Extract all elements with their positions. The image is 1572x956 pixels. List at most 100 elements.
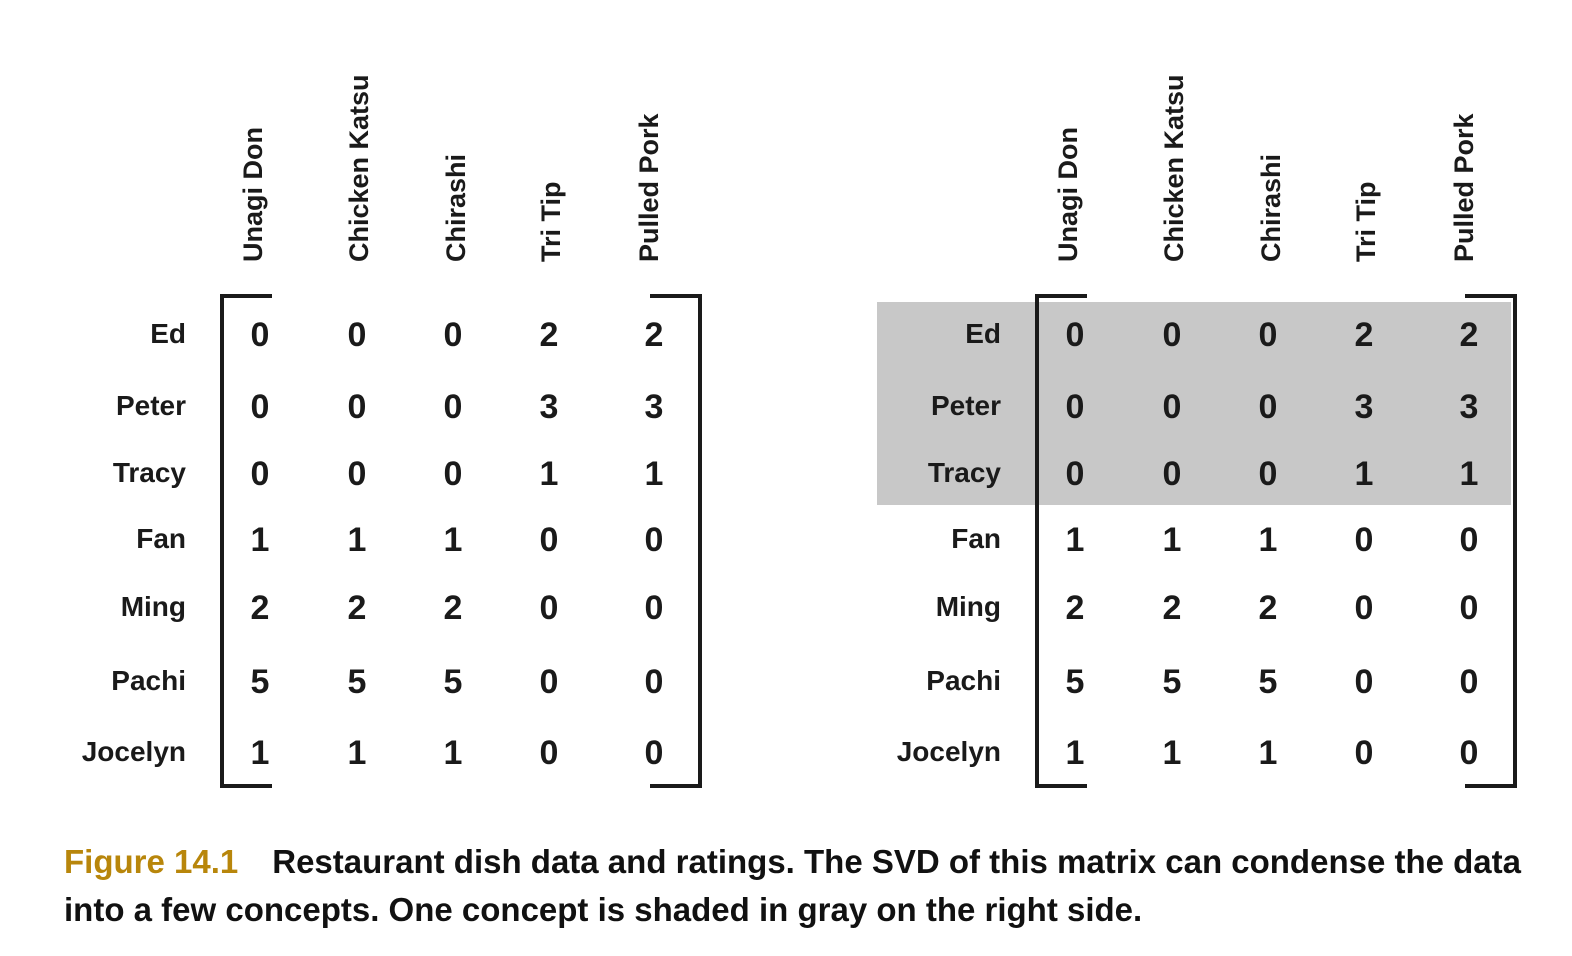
column-header: Unagi Don [238,127,268,262]
matrix-cell: 0 [1162,455,1182,493]
matrix-cell: 5 [250,663,270,701]
column-header: Unagi Don [1053,127,1083,262]
matrix-cell: 2 [1258,589,1278,627]
row-label: Fan [136,523,186,554]
matrix-cell: 0 [644,521,664,559]
matrix-cell: 0 [347,316,367,354]
matrix-cell: 0 [443,455,463,493]
matrix-cell: 0 [1162,388,1182,426]
matrix-cell: 3 [1354,388,1374,426]
column-header: Chicken Katsu [344,74,374,262]
matrix-cell: 0 [1459,734,1479,772]
matrix-cell: 1 [1162,521,1182,559]
column-header: Tri Tip [1351,181,1381,262]
matrix-cell: 0 [1162,316,1182,354]
matrix-cell: 0 [347,455,367,493]
row-label: Ming [120,591,186,622]
concept-shading [877,302,1511,505]
left-bracket [1035,294,1087,788]
matrix-cell: 2 [539,316,559,354]
matrix-cell: 1 [1459,455,1479,493]
matrix-cell: 0 [1459,589,1479,627]
matrix-cell: 0 [1354,521,1374,559]
caption-text: Restaurant dish data and ratings. The SV… [64,843,1521,928]
matrix-cell: 1 [443,734,463,772]
matrix-cell: 1 [347,734,367,772]
row-label: Jocelyn [81,736,186,767]
matrix-cell: 5 [1065,663,1085,701]
row-label: Ed [965,318,1001,349]
matrix-cell: 1 [347,521,367,559]
matrix-cell: 3 [539,388,559,426]
matrix-cell: 0 [250,388,270,426]
matrix-cell: 2 [1459,316,1479,354]
figure-label: Figure 14.1 [64,843,239,880]
figure-caption: Figure 14.1 Restaurant dish data and rati… [64,838,1524,934]
matrix-cell: 0 [644,663,664,701]
column-header: Chirashi [1256,153,1286,262]
matrix-cell: 3 [1459,388,1479,426]
matrix-cell: 0 [1065,388,1085,426]
row-label: Pachi [926,665,1001,696]
matrix-cell: 0 [443,316,463,354]
matrix-cell: 0 [1459,663,1479,701]
matrix-cell: 0 [250,455,270,493]
matrix-cell: 2 [250,589,270,627]
row-label: Pachi [111,665,186,696]
matrix-cell: 0 [1258,455,1278,493]
matrix-cell: 1 [250,734,270,772]
ratings-matrix-right: Unagi Don Chicken Katsu Chirashi Tri Tip Pul… [815,0,1555,810]
matrix-cell: 1 [1258,521,1278,559]
matrix-cell: 5 [1258,663,1278,701]
right-bracket [1465,294,1517,788]
matrix-cell: 5 [443,663,463,701]
matrix-cell: 2 [1065,589,1085,627]
row-label: Peter [115,390,186,421]
column-header: Tri Tip [536,181,566,262]
matrix-cell: 1 [644,455,664,493]
matrix-cell: 0 [250,316,270,354]
row-label: Jocelyn [896,736,1001,767]
matrix-cell: 0 [1258,388,1278,426]
row-label: Ming [935,591,1001,622]
ratings-matrix-left: Unagi Don Chicken Katsu Chirashi Tri Tip Pul… [0,0,740,810]
matrix-cell: 1 [1354,455,1374,493]
matrix-cell: 5 [347,663,367,701]
matrix-cell: 0 [539,663,559,701]
matrix-cell: 0 [443,388,463,426]
matrix-cell: 0 [644,734,664,772]
column-header: Chirashi [441,153,471,262]
matrix-cell: 0 [347,388,367,426]
matrix-cell: 1 [1065,521,1085,559]
row-label: Fan [951,523,1001,554]
column-header: Chicken Katsu [1159,74,1189,262]
matrix-cell: 1 [1065,734,1085,772]
matrix-cell: 0 [644,589,664,627]
row-label: Tracy [112,457,186,488]
matrix-cell: 2 [1162,589,1182,627]
matrix-cell: 0 [1354,589,1374,627]
matrix-cell: 5 [1162,663,1182,701]
matrix-cell: 2 [443,589,463,627]
row-label: Ed [150,318,186,349]
left-bracket [220,294,272,788]
matrix-cell: 2 [1354,316,1374,354]
matrix-cell: 0 [1258,316,1278,354]
matrix-cell: 0 [1354,734,1374,772]
row-label: Peter [930,390,1001,421]
matrix-cell: 3 [644,388,664,426]
matrix-cell: 2 [347,589,367,627]
matrix-cell: 1 [443,521,463,559]
matrix-cell: 0 [539,589,559,627]
matrix-cell: 1 [1258,734,1278,772]
matrix-cell: 1 [539,455,559,493]
matrix-cell: 2 [644,316,664,354]
matrix-cell: 0 [1065,316,1085,354]
column-header: Pulled Pork [634,113,664,262]
matrix-cell: 0 [539,734,559,772]
matrix-cell: 1 [1162,734,1182,772]
matrix-cell: 0 [539,521,559,559]
right-bracket [650,294,702,788]
matrix-cell: 0 [1459,521,1479,559]
row-label: Tracy [927,457,1001,488]
